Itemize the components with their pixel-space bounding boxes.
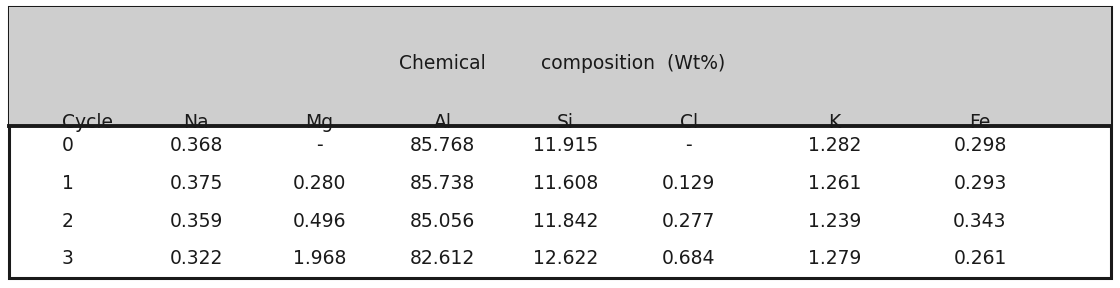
Text: 85.738: 85.738 — [410, 174, 475, 193]
Text: 0.129: 0.129 — [662, 174, 716, 193]
Text: 0.280: 0.280 — [292, 174, 346, 193]
Text: 1.239: 1.239 — [808, 212, 861, 231]
Text: 1.968: 1.968 — [292, 249, 346, 268]
Text: 0.496: 0.496 — [292, 212, 346, 231]
Text: Fe: Fe — [969, 113, 991, 132]
Text: 0.359: 0.359 — [169, 212, 223, 231]
Text: 0.298: 0.298 — [953, 136, 1007, 155]
Text: 82.612: 82.612 — [410, 249, 475, 268]
Text: Na: Na — [184, 113, 208, 132]
Text: 0.261: 0.261 — [953, 249, 1007, 268]
Text: Cycle: Cycle — [62, 113, 113, 132]
Text: -: - — [316, 136, 323, 155]
Text: Chemical: Chemical — [399, 54, 486, 73]
Text: 85.056: 85.056 — [410, 212, 475, 231]
Text: Al: Al — [433, 113, 451, 132]
Text: Si: Si — [557, 113, 575, 132]
Text: 0.375: 0.375 — [169, 174, 223, 193]
Text: Mg: Mg — [305, 113, 334, 132]
Text: 0.343: 0.343 — [953, 212, 1007, 231]
Text: 0: 0 — [62, 136, 74, 155]
Text: 3: 3 — [62, 249, 74, 268]
Text: 0.368: 0.368 — [169, 136, 223, 155]
Text: 1: 1 — [62, 174, 74, 193]
Text: Cl: Cl — [680, 113, 698, 132]
Text: 11.608: 11.608 — [533, 174, 598, 193]
Text: 2: 2 — [62, 212, 74, 231]
Bar — [9, 7, 1111, 126]
Text: 12.622: 12.622 — [533, 249, 598, 268]
Text: 0.277: 0.277 — [662, 212, 716, 231]
Text: 0.684: 0.684 — [662, 249, 716, 268]
Text: 1.279: 1.279 — [808, 249, 861, 268]
Text: 85.768: 85.768 — [410, 136, 475, 155]
Text: K: K — [829, 113, 840, 132]
Text: composition  (Wt%): composition (Wt%) — [541, 54, 725, 73]
Text: 1.282: 1.282 — [808, 136, 861, 155]
Text: 11.842: 11.842 — [533, 212, 598, 231]
Text: 0.322: 0.322 — [169, 249, 223, 268]
Text: 11.915: 11.915 — [533, 136, 598, 155]
Text: -: - — [685, 136, 692, 155]
Text: 1.261: 1.261 — [808, 174, 861, 193]
Text: 0.293: 0.293 — [953, 174, 1007, 193]
